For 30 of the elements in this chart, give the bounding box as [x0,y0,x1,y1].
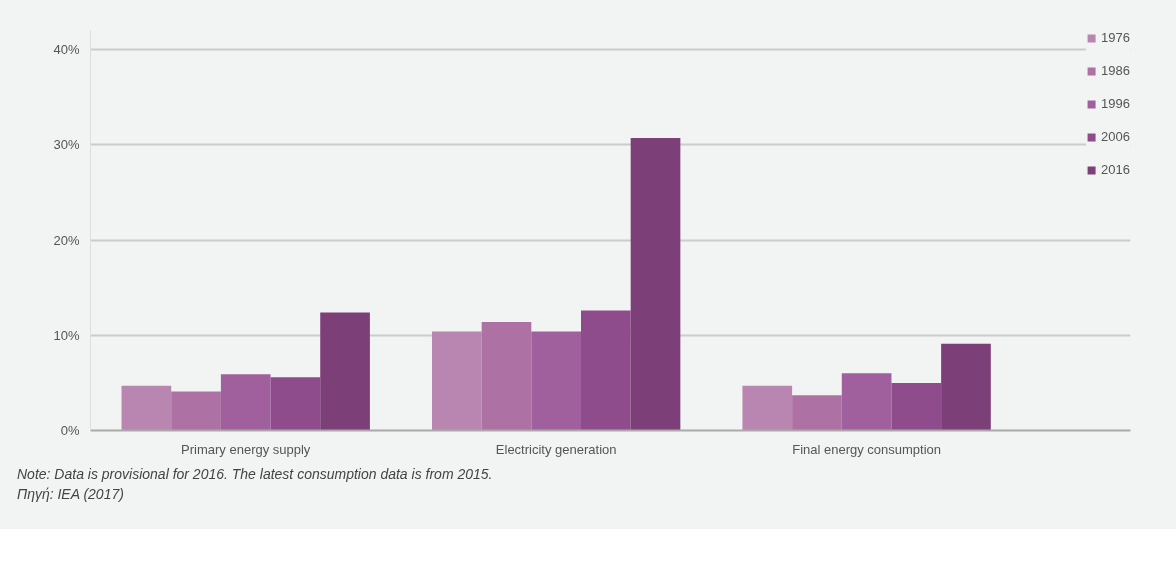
bar [792,395,842,431]
legend-label: 2016 [1101,162,1130,177]
y-tick-label: 30% [53,137,80,153]
bar [270,377,321,431]
y-tick-label: 20% [53,232,80,248]
bar [320,312,370,431]
legend-label: 1996 [1101,96,1130,111]
y-tick-label: 40% [53,42,80,58]
bar [630,138,681,431]
bar [891,382,942,431]
text: Note: Data is provisional for 2016. The latest consumption data is from 2015. [17,465,493,484]
bar [941,343,991,431]
y-tick-label: 0% [60,423,80,438]
legend-label: 2006 [1101,129,1130,144]
y-tick-label: 10% [53,327,80,343]
bar [742,385,793,431]
x-tick-label: Primary energy supply [181,441,311,457]
x-tick-label: Electricity generation [495,441,617,457]
legend-label: 1986 [1101,63,1130,78]
bar [531,331,582,431]
legend-label: 1976 [1101,30,1130,45]
bar [431,331,482,431]
bar [841,373,892,431]
text: Πηγή: IEA (2017) [17,485,125,504]
bar [121,385,172,431]
x-tick-label: Final energy consumption [792,441,942,457]
bar [220,374,271,431]
bar [171,391,221,431]
bar [481,321,532,431]
bar [581,310,631,431]
